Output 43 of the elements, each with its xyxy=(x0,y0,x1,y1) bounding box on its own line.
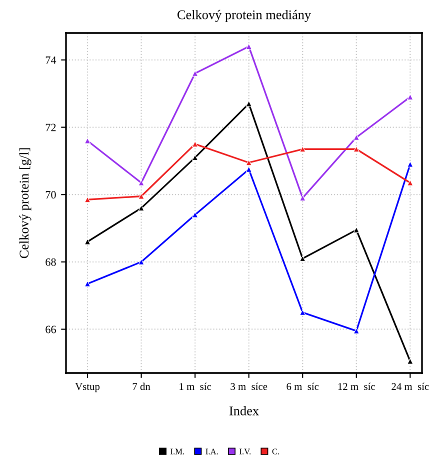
point xyxy=(246,166,252,172)
point xyxy=(300,146,306,152)
point xyxy=(84,280,91,287)
point xyxy=(192,212,198,218)
x-tick-label: 6 m síc xyxy=(286,382,319,390)
point xyxy=(138,204,144,212)
legend-label: C. xyxy=(272,448,280,454)
point xyxy=(246,160,252,166)
point xyxy=(300,309,306,316)
point xyxy=(353,328,360,334)
x-tick-label: 12 m síc xyxy=(338,382,376,390)
point xyxy=(138,180,144,186)
y-tick-label: 66 xyxy=(46,326,56,334)
point xyxy=(246,43,252,50)
point xyxy=(353,134,360,140)
point xyxy=(246,100,252,107)
point xyxy=(84,238,91,245)
x-axis-title: Index xyxy=(229,406,259,416)
point xyxy=(300,255,306,262)
point xyxy=(138,193,144,200)
point xyxy=(84,138,91,144)
x-tick-label: Vstup xyxy=(75,383,100,392)
point xyxy=(407,358,414,364)
y-tick-label: 72 xyxy=(46,124,56,132)
point xyxy=(300,194,306,202)
x-tick-label: 1 m síc xyxy=(180,382,212,390)
legend-label: I.M. xyxy=(170,448,184,454)
point xyxy=(84,196,91,203)
x-tick-label: 7 dn xyxy=(132,382,150,390)
point xyxy=(192,154,198,161)
chart-title: Celkový protein mediány xyxy=(177,10,312,22)
x-tick-label: 3 m síce xyxy=(230,382,268,390)
legend-label: I.V. xyxy=(240,448,251,454)
x-tick-label: 24 m síc xyxy=(392,382,429,390)
y-tick-label: 68 xyxy=(46,258,56,266)
point xyxy=(407,94,414,100)
point xyxy=(192,141,198,148)
y-tick-label: 70 xyxy=(46,191,56,199)
point xyxy=(192,70,198,76)
y-axis-title: Celkový protein [g/l] xyxy=(19,148,32,258)
y-tick-label: 74 xyxy=(46,56,56,64)
point xyxy=(353,146,360,152)
legend-label: I.A. xyxy=(206,448,218,454)
